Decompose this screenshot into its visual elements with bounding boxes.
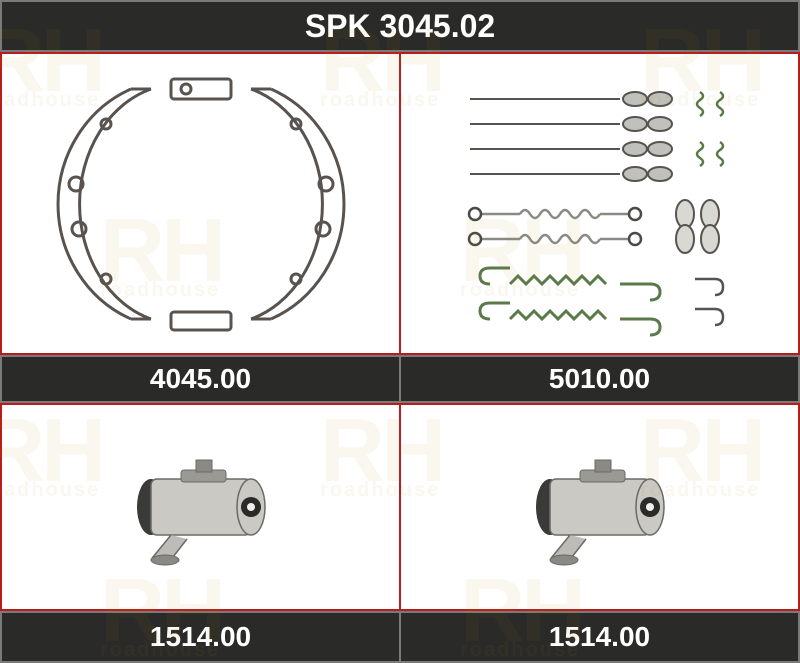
label-wheel-cylinder-right: 1514.00 [401,611,800,663]
part-number: 4045.00 [150,363,251,395]
label-fitting-kit: 5010.00 [401,355,800,403]
label-row-2: 1514.00 1514.00 [0,611,800,663]
cell-wheel-cylinder-left [0,403,401,611]
wheel-cylinder-icon [81,432,321,582]
header-bar: SPK 3045.02 [0,0,800,52]
label-wheel-cylinder-left: 1514.00 [0,611,401,663]
product-title: SPK 3045.02 [305,8,495,45]
cell-fitting-kit [401,52,800,355]
cell-wheel-cylinder-right [401,403,800,611]
label-brake-shoes: 4045.00 [0,355,401,403]
cell-brake-shoes [0,52,401,355]
fitting-kit-icon [420,64,780,344]
part-number: 5010.00 [549,363,650,395]
image-row-2 [0,403,800,611]
wheel-cylinder-icon [480,432,720,582]
part-number: 1514.00 [549,621,650,653]
label-row-1: 4045.00 5010.00 [0,355,800,403]
image-row-1 [0,52,800,355]
brake-shoes-icon [21,64,381,344]
part-number: 1514.00 [150,621,251,653]
